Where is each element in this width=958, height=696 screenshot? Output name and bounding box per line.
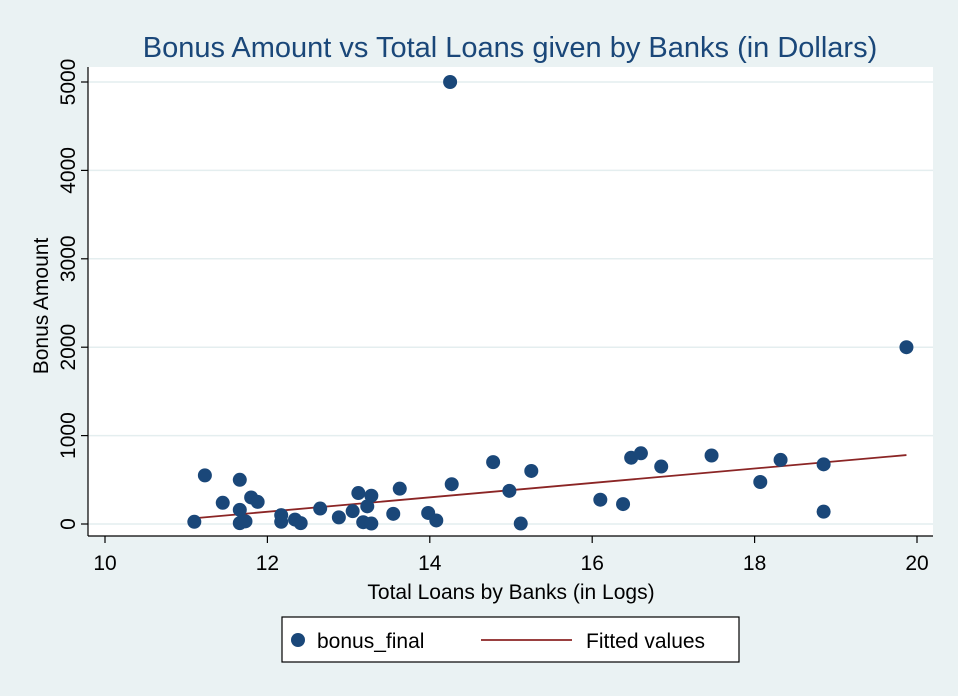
legend: bonus_final Fitted values: [281, 616, 740, 663]
y-tick-label: 2000: [57, 324, 80, 371]
data-point: [293, 516, 308, 531]
data-point: [238, 514, 253, 529]
data-point: [773, 452, 788, 467]
data-point: [215, 495, 230, 510]
x-axis-label: Total Loans by Banks (in Logs): [367, 581, 654, 604]
x-tick-label: 20: [905, 552, 928, 575]
legend-box: [281, 616, 740, 663]
data-point: [250, 494, 265, 509]
data-point: [899, 340, 914, 355]
x-tick-label: 10: [93, 552, 116, 575]
data-point: [443, 75, 458, 89]
data-point: [345, 504, 360, 519]
legend-marker-bonus-final: [291, 633, 305, 647]
data-point: [392, 481, 407, 496]
x-tick-label: 12: [256, 552, 279, 575]
data-point: [232, 502, 247, 517]
fitted-values-line: [194, 454, 907, 520]
chart-title: Bonus Amount vs Total Loans given by Ban…: [143, 32, 878, 64]
plot-area: [88, 67, 933, 536]
data-point: [197, 468, 212, 483]
data-point: [816, 457, 831, 472]
data-point: [524, 463, 539, 478]
data-point: [274, 514, 289, 529]
data-point: [232, 472, 247, 487]
data-point: [313, 501, 328, 516]
data-point: [616, 497, 631, 512]
data-point: [444, 477, 459, 492]
data-point: [364, 516, 379, 531]
y-tick-label: 3000: [57, 235, 80, 282]
fitted-values-series: [194, 454, 907, 520]
data-point: [704, 448, 719, 463]
data-point: [816, 504, 831, 519]
data-point: [351, 486, 366, 501]
y-tick-label: 0: [57, 518, 80, 530]
legend-label-fitted-values: Fitted values: [586, 630, 705, 653]
axes: [87, 67, 933, 537]
data-point: [364, 488, 379, 503]
data-point: [331, 510, 346, 525]
data-point: [633, 446, 648, 461]
y-tick-label: 4000: [57, 147, 80, 194]
gridlines: [88, 81, 933, 525]
x-axis-ticks: 10 12 14 16 18 20: [93, 536, 929, 575]
data-point: [187, 514, 202, 529]
y-axis-ticks: 0 1000 2000 3000 4000 5000: [57, 59, 88, 530]
x-tick-label: 14: [418, 552, 442, 575]
data-point: [513, 516, 528, 531]
x-tick-label: 16: [581, 552, 604, 575]
data-point: [593, 492, 608, 507]
data-point: [654, 459, 669, 474]
data-point: [386, 506, 401, 521]
y-axis-label: Bonus Amount: [30, 238, 53, 375]
data-point: [360, 499, 375, 514]
data-point: [486, 455, 501, 470]
data-point: [502, 483, 517, 498]
data-point: [429, 513, 444, 528]
data-point: [753, 475, 768, 490]
y-tick-label: 1000: [57, 412, 80, 459]
x-tick-label: 18: [743, 552, 766, 575]
bonus-final-series: [187, 75, 914, 531]
y-tick-label: 5000: [57, 59, 80, 106]
legend-label-bonus-final: bonus_final: [317, 630, 424, 653]
